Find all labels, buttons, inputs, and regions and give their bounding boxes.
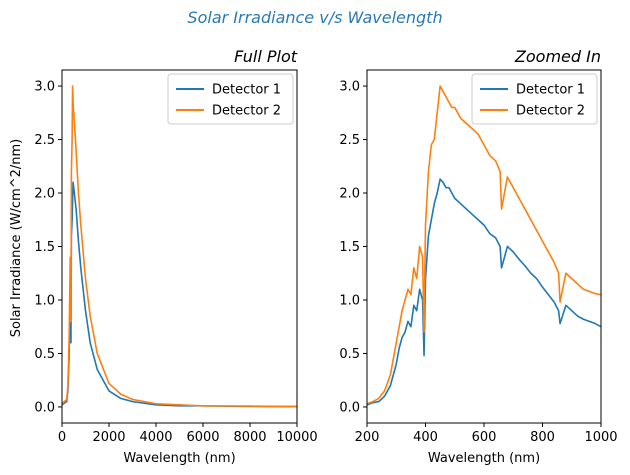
panel-title-zoomed-in: Zoomed In xyxy=(514,47,601,66)
panel-title-full-plot: Full Plot xyxy=(234,47,298,66)
y-tick-label: 1.0 xyxy=(34,293,55,308)
x-tick-label: 2000 xyxy=(92,430,125,445)
x-tick-label: 600 xyxy=(472,430,497,445)
series-line-1 xyxy=(367,178,601,406)
legend: Detector 1 Detector 2 xyxy=(471,73,598,125)
y-tick-label: 0.0 xyxy=(34,400,55,415)
series-line-2 xyxy=(367,85,601,405)
x-axis-label-zoomed: Wavelength (nm) xyxy=(428,451,540,466)
legend-label: Detector 1 xyxy=(212,83,281,98)
y-tick-label: 0.5 xyxy=(339,347,360,362)
legend-box xyxy=(471,73,598,125)
legend: Detector 1 Detector 2 xyxy=(167,73,294,125)
y-tick-label: 0.0 xyxy=(339,400,360,415)
y-axis-label-full: Solar Irradiance (W/cm^2/nm) xyxy=(9,139,24,338)
legend-label: Detector 2 xyxy=(212,104,281,119)
legend-label: Detector 1 xyxy=(516,83,585,98)
panel-full-plot: Full Plot 0 2000 4000 6000 8000 10000 0.0 0.5 1.… xyxy=(9,47,318,466)
plot-area-zoomed: 200 400 600 800 1000 0.0 0.5 1.0 1.5 2.0 2.5 3.0 Det… xyxy=(339,69,618,445)
y-tick-label: 2.0 xyxy=(339,187,360,202)
legend-label: Detector 2 xyxy=(516,104,585,119)
series-line-2 xyxy=(62,85,297,408)
figure-suptitle: Solar Irradiance v/s Wavelength xyxy=(187,8,442,27)
x-tick-label: 1000 xyxy=(584,430,617,445)
x-axis-label-full: Wavelength (nm) xyxy=(123,451,235,466)
panel-zoomed-in: Zoomed In 200 400 600 800 1000 0.0 0.5 1.0 1.5 2.… xyxy=(339,47,617,466)
y-tick-label: 3.0 xyxy=(339,80,360,95)
series-line-1 xyxy=(62,181,297,408)
plot-area-full: 0 2000 4000 6000 8000 10000 0.0 0.5 1.0 1.5 2.0 2.5… xyxy=(34,69,318,445)
x-tick-label: 200 xyxy=(355,430,380,445)
y-tick-label: 0.5 xyxy=(34,347,55,362)
y-tick-label: 2.5 xyxy=(339,133,360,148)
x-tick-label: 8000 xyxy=(233,430,266,445)
legend-box xyxy=(167,73,294,125)
x-tick-label: 400 xyxy=(413,430,438,445)
y-tick-label: 2.5 xyxy=(34,133,55,148)
y-tick-label: 1.0 xyxy=(339,293,360,308)
x-tick-label: 4000 xyxy=(139,430,172,445)
x-tick-label: 10000 xyxy=(276,430,317,445)
y-tick-label: 2.0 xyxy=(34,187,55,202)
x-tick-label: 800 xyxy=(530,430,555,445)
x-tick-label: 6000 xyxy=(186,430,219,445)
x-tick-label: 0 xyxy=(58,430,66,445)
y-tick-label: 1.5 xyxy=(339,240,360,255)
y-tick-label: 1.5 xyxy=(34,240,55,255)
y-tick-label: 3.0 xyxy=(34,80,55,95)
